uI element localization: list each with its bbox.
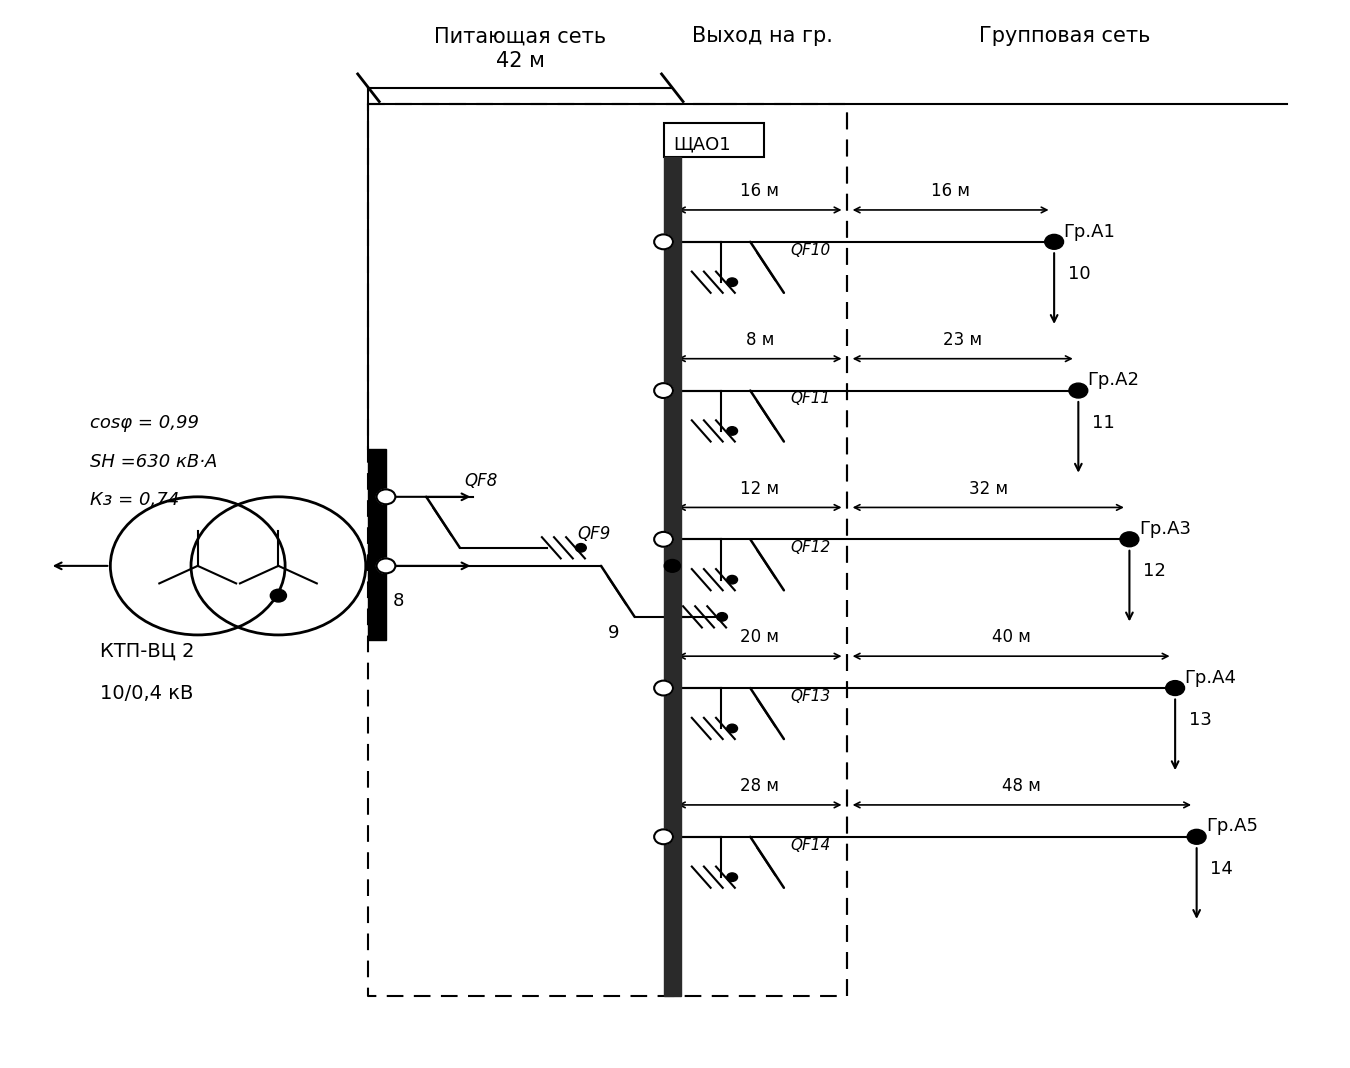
Text: QF9: QF9 <box>578 525 612 544</box>
Circle shape <box>575 544 586 552</box>
Text: QF12: QF12 <box>791 540 830 555</box>
Text: 16 м: 16 м <box>740 183 779 200</box>
Text: 32 м: 32 м <box>969 480 1008 498</box>
Text: 11: 11 <box>1092 413 1115 431</box>
Text: Групповая сеть: Групповая сеть <box>979 26 1150 46</box>
Circle shape <box>377 489 396 504</box>
Circle shape <box>717 613 728 622</box>
Text: 28 м: 28 м <box>740 778 779 795</box>
Text: QF8: QF8 <box>464 472 497 490</box>
Text: 9: 9 <box>608 624 620 642</box>
Text: КТП-ВЦ 2: КТП-ВЦ 2 <box>100 641 194 660</box>
Circle shape <box>377 559 396 574</box>
Text: 14: 14 <box>1210 860 1233 878</box>
Text: 23 м: 23 м <box>944 331 983 349</box>
Text: 12 м: 12 м <box>740 480 779 498</box>
Circle shape <box>1165 680 1184 695</box>
Circle shape <box>655 383 674 398</box>
Text: 20 м: 20 м <box>740 628 779 646</box>
Text: 13: 13 <box>1188 711 1211 729</box>
Text: Гр.А5: Гр.А5 <box>1206 817 1258 835</box>
Text: Гр.А4: Гр.А4 <box>1184 669 1237 687</box>
Text: Кз = 0,74: Кз = 0,74 <box>90 491 180 509</box>
Bar <box>664 123 764 157</box>
Text: Питающая сеть: Питающая сеть <box>435 26 606 46</box>
Circle shape <box>655 830 674 844</box>
Text: QF14: QF14 <box>791 837 830 852</box>
Circle shape <box>655 234 674 249</box>
Text: SН =630 кВ·А: SН =630 кВ·А <box>90 453 217 471</box>
Circle shape <box>1120 532 1139 547</box>
Text: 40 м: 40 м <box>992 628 1030 646</box>
Text: Выход на гр.: Выход на гр. <box>693 26 833 46</box>
Circle shape <box>270 590 286 602</box>
Text: 48 м: 48 м <box>1003 778 1041 795</box>
Bar <box>369 449 386 640</box>
Text: 10: 10 <box>1068 265 1091 283</box>
Circle shape <box>726 724 737 733</box>
Text: cosφ = 0,99: cosφ = 0,99 <box>90 413 200 431</box>
Text: 8: 8 <box>393 593 404 610</box>
Text: Гр.А2: Гр.А2 <box>1088 372 1139 389</box>
Text: Гр.А1: Гр.А1 <box>1064 222 1115 240</box>
Circle shape <box>726 873 737 881</box>
Text: Гр.А3: Гр.А3 <box>1139 520 1191 538</box>
Circle shape <box>726 278 737 286</box>
Circle shape <box>1069 383 1088 398</box>
Circle shape <box>726 576 737 584</box>
Text: 42 м: 42 м <box>495 50 545 70</box>
Circle shape <box>1045 234 1064 249</box>
Circle shape <box>1187 830 1206 844</box>
Text: QF11: QF11 <box>791 391 830 406</box>
Text: 16 м: 16 м <box>931 183 971 200</box>
Text: QF10: QF10 <box>791 242 830 257</box>
Circle shape <box>655 532 674 547</box>
Text: 8 м: 8 м <box>745 331 774 349</box>
Text: QF13: QF13 <box>791 689 830 704</box>
Circle shape <box>655 680 674 695</box>
Bar <box>664 157 680 996</box>
Text: ЩАО1: ЩАО1 <box>674 136 730 154</box>
Circle shape <box>664 560 680 572</box>
Text: 10/0,4 кВ: 10/0,4 кВ <box>100 684 193 703</box>
Circle shape <box>726 427 737 435</box>
Text: 12: 12 <box>1143 563 1166 581</box>
